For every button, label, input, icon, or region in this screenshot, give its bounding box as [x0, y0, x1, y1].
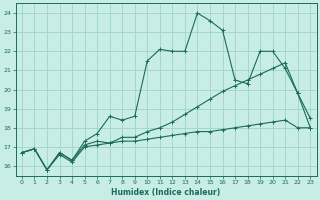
X-axis label: Humidex (Indice chaleur): Humidex (Indice chaleur) — [111, 188, 221, 197]
